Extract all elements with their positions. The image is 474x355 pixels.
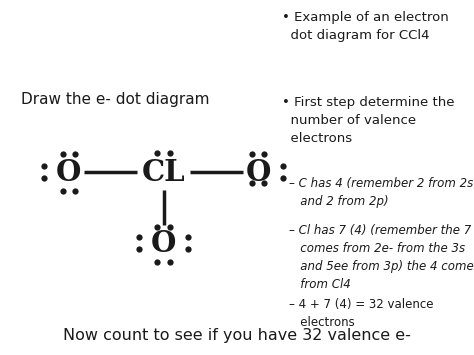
Text: – 4 + 7 (4) = 32 valence
   electrons: – 4 + 7 (4) = 32 valence electrons — [289, 298, 434, 329]
Text: • First step determine the
  number of valence
  electrons: • First step determine the number of val… — [282, 96, 455, 145]
Text: O: O — [246, 158, 271, 187]
Text: CL: CL — [142, 158, 185, 187]
Text: – Cl has 7 (4) (remember the 7
   comes from 2e- from the 3s
   and 5ee from 3p): – Cl has 7 (4) (remember the 7 comes fro… — [289, 224, 474, 291]
Text: • Example of an electron
  dot diagram for CCl4: • Example of an electron dot diagram for… — [282, 11, 449, 42]
Text: – C has 4 (remember 2 from 2s
   and 2 from 2p): – C has 4 (remember 2 from 2s and 2 from… — [289, 178, 474, 208]
Text: Now count to see if you have 32 valence e-: Now count to see if you have 32 valence … — [63, 328, 411, 343]
Text: O: O — [151, 229, 176, 258]
Text: Draw the e- dot diagram: Draw the e- dot diagram — [21, 92, 210, 107]
Text: O: O — [56, 158, 82, 187]
